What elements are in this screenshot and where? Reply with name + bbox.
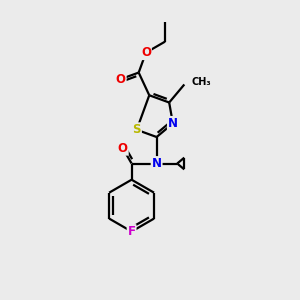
Text: O: O (118, 142, 128, 155)
Text: O: O (116, 73, 126, 85)
Text: O: O (141, 46, 151, 59)
Text: S: S (133, 123, 141, 136)
Text: F: F (128, 225, 136, 238)
Text: N: N (168, 117, 178, 130)
Text: N: N (152, 157, 162, 170)
Text: CH₃: CH₃ (192, 76, 211, 86)
